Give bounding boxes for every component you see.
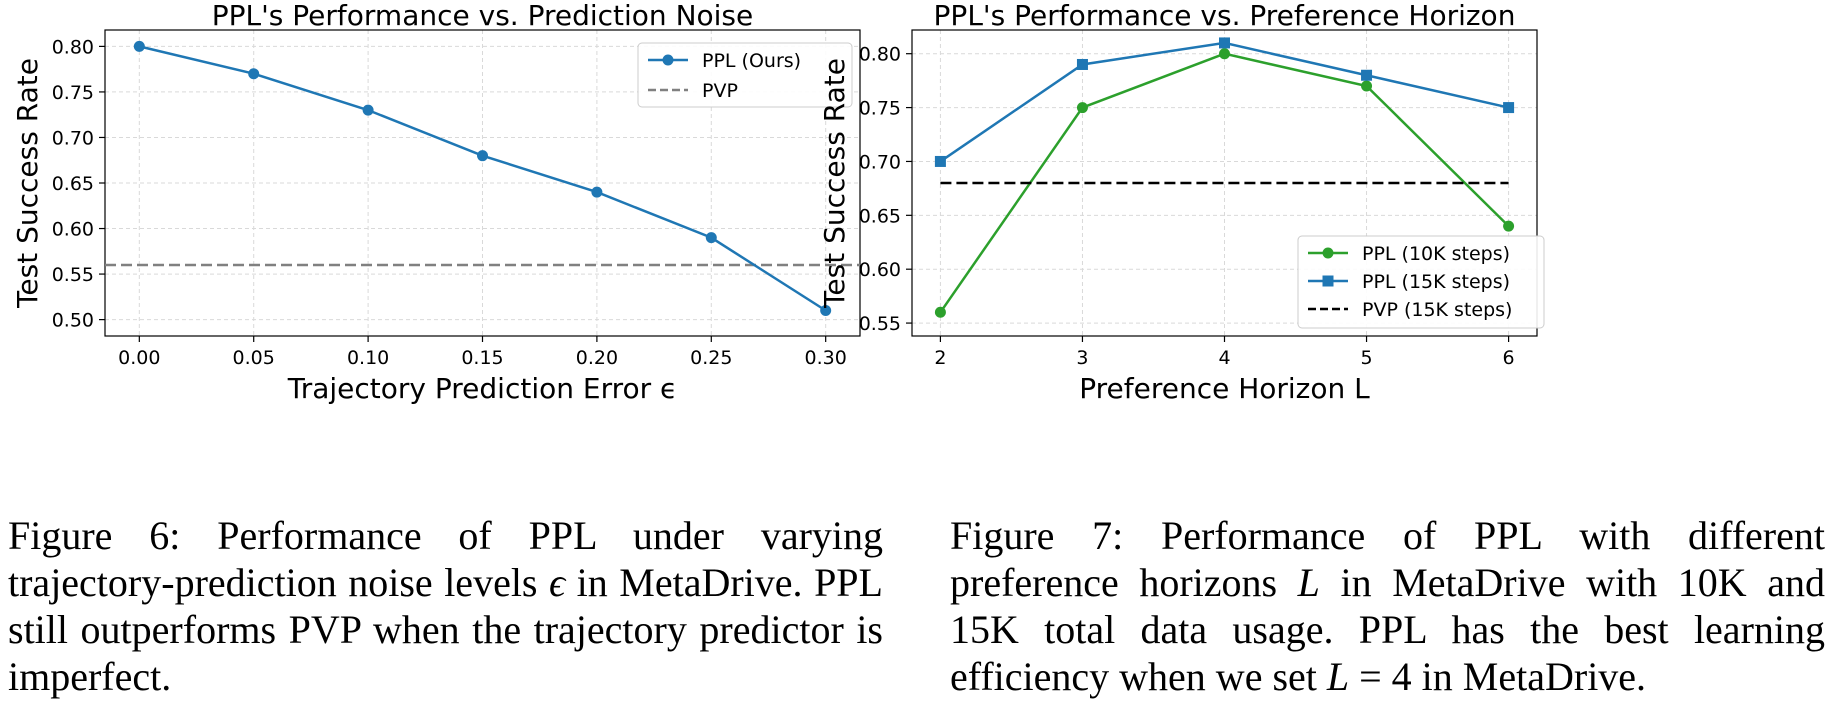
figure-7-caption: Figure 7: Performance of PPL with differ… (950, 512, 1825, 700)
x-tick-label: 3 (1076, 347, 1088, 369)
legend-box (1297, 235, 1545, 329)
data-point (1503, 102, 1515, 114)
y-tick-label: 0.65 (52, 173, 94, 195)
y-tick-label: 0.70 (859, 151, 901, 173)
y-tick-label: 0.75 (859, 98, 901, 120)
x-tick-label: 0.00 (118, 347, 160, 369)
y-tick-label: 0.80 (859, 44, 901, 66)
data-point (591, 186, 603, 198)
data-point (133, 40, 145, 52)
data-point (1219, 37, 1230, 49)
legend-marker (662, 54, 674, 66)
legend-marker (1322, 275, 1334, 287)
y-tick-label: 0.75 (52, 82, 94, 104)
chart-title: PPL's Performance vs. Prediction Noise (212, 0, 754, 32)
x-tick-label: 0.15 (461, 347, 503, 369)
legend-marker (1322, 247, 1334, 259)
caption-text: = 4 in MetaDrive. (1349, 654, 1647, 699)
y-tick-label: 0.65 (859, 205, 901, 227)
data-point (934, 155, 946, 167)
y-tick-label: 0.70 (52, 127, 94, 149)
y-tick-label: 0.55 (52, 264, 94, 286)
data-point (820, 305, 832, 316)
x-axis-label: Trajectory Prediction Error ϵ (287, 372, 678, 405)
x-axis-label: Preference Horizon L (1079, 372, 1370, 405)
caption-text: Figure 7: Performance of PPL with differ… (950, 513, 1825, 605)
x-tick-label: 0.20 (576, 347, 618, 369)
y-axis-label: Test Success Rate (11, 58, 44, 309)
x-tick-label: 4 (1218, 347, 1230, 369)
legend-label: PVP (702, 80, 738, 102)
data-point (248, 68, 260, 80)
data-point (1503, 220, 1515, 232)
data-point (1219, 48, 1230, 60)
caption-symbol: L (1297, 560, 1320, 605)
x-tick-label: 0.10 (347, 347, 389, 369)
legend: PPL (Ours) PVP (637, 42, 853, 108)
data-point (1076, 102, 1088, 114)
caption-symbol: L (1326, 654, 1350, 699)
chart-2: 2 3 4 5 6 0.55 0.60 0.65 0.70 0.75 0.80 PPL's Perfo… (818, 0, 1545, 405)
data-point (934, 306, 946, 318)
x-tick-label: 6 (1503, 347, 1515, 369)
caption-symbol: ϵ (549, 560, 566, 605)
data-point (1076, 58, 1088, 70)
data-point (362, 104, 374, 116)
y-axis-label: Test Success Rate (818, 58, 851, 309)
data-point (1361, 69, 1373, 81)
chart-title: PPL's Performance vs. Preference Horizon (934, 0, 1516, 32)
legend-label: PPL (10K steps) (1362, 243, 1510, 265)
figure-6-caption: Figure 6: Performance of PPL under varyi… (8, 512, 883, 700)
legend: PPL (10K steps) PPL (15K steps) PVP (15K s… (1297, 235, 1545, 329)
y-tick-label: 0.50 (52, 310, 94, 332)
caption-text: Figure 6: Performance of PPL under varyi… (8, 513, 883, 605)
caption-text: in MetaDrive with 10K and 15K total data… (950, 560, 1825, 699)
x-tick-label: 0.05 (233, 347, 275, 369)
x-tick-label: 5 (1360, 347, 1372, 369)
y-tick-label: 0.55 (859, 313, 901, 335)
x-tick-label: 0.30 (805, 347, 847, 369)
x-tick-label: 0.25 (690, 347, 732, 369)
x-tick-label: 2 (934, 347, 946, 369)
figure-charts: 0.00 0.05 0.10 0.15 0.20 0.25 0.30 0.50 0.55 0.60… (11, 0, 1545, 405)
data-point (1361, 80, 1373, 92)
y-tick-label: 0.60 (859, 259, 901, 281)
y-tick-label: 0.80 (52, 36, 94, 58)
legend-box (637, 42, 853, 108)
legend-label: PPL (15K steps) (1362, 271, 1510, 293)
legend-label: PVP (15K steps) (1362, 299, 1512, 321)
legend-label: PPL (Ours) (702, 50, 801, 72)
y-tick-label: 0.60 (52, 219, 94, 241)
chart-1: 0.00 0.05 0.10 0.15 0.20 0.25 0.30 0.50 0.55 0.60… (11, 0, 861, 405)
data-point (477, 150, 488, 162)
caption-text: in MetaDrive. PPL still outperforms PVP … (8, 560, 883, 699)
data-point (705, 232, 717, 244)
